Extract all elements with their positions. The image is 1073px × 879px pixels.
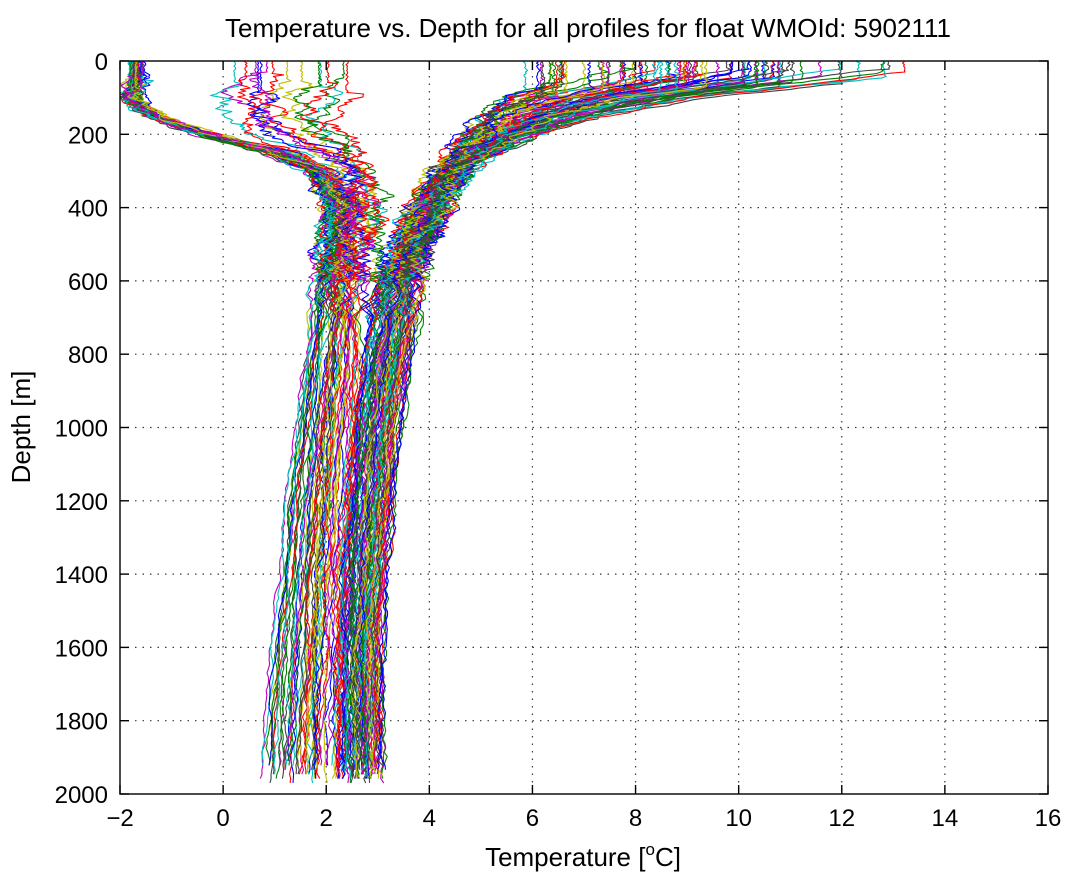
x-tick-label: 8 <box>629 805 642 832</box>
x-tick-label: 12 <box>828 805 855 832</box>
y-tick-label: 600 <box>68 269 108 296</box>
x-axis-label-superscript: o <box>645 840 654 859</box>
y-tick-label: 2000 <box>55 782 108 809</box>
y-tick-label: 0 <box>95 49 108 76</box>
x-tick-label: −2 <box>106 805 133 832</box>
profile-line <box>120 61 346 770</box>
y-tick-label: 400 <box>68 196 108 223</box>
y-axis-label: Depth [m] <box>6 371 36 484</box>
profile-line <box>292 61 395 762</box>
x-tick-label: 10 <box>725 805 752 832</box>
y-tick-label: 1600 <box>55 635 108 662</box>
profile-line <box>347 61 747 766</box>
x-tick-labels: −2 0 2 4 6 8 10 12 14 16 <box>106 805 1061 832</box>
profile-line <box>249 61 382 766</box>
profile-line <box>338 61 664 779</box>
profile-line <box>373 61 782 775</box>
profile-line <box>359 61 804 766</box>
profile-line <box>121 61 334 775</box>
x-tick-label: 0 <box>216 805 229 832</box>
y-tick-labels: 0 200 400 600 800 1000 1200 1400 1600 1800 2000 <box>55 49 108 809</box>
profile-lines <box>120 61 906 784</box>
y-tick-label: 1200 <box>55 489 108 516</box>
x-axis-label: Temperature [oC] <box>485 840 681 872</box>
profile-line <box>366 61 550 766</box>
profile-line <box>246 61 376 771</box>
x-tick-label: 2 <box>320 805 333 832</box>
profile-line <box>123 61 356 766</box>
profile-line <box>373 61 566 775</box>
axis-ticks <box>119 60 1049 795</box>
profile-line <box>127 61 357 775</box>
y-tick-label: 1400 <box>55 562 108 589</box>
y-tick-label: 800 <box>68 342 108 369</box>
chart-title: Temperature vs. Depth for all profiles f… <box>225 13 951 43</box>
profile-line <box>358 61 595 779</box>
y-tick-label: 1000 <box>55 416 108 443</box>
x-tick-label: 4 <box>423 805 436 832</box>
y-tick-label: 1800 <box>55 709 108 736</box>
profile-line <box>249 61 378 770</box>
grid-lines <box>120 61 1048 794</box>
profile-line <box>379 61 750 770</box>
x-tick-label: 14 <box>932 805 959 832</box>
profile-line <box>348 61 758 779</box>
y-tick-label: 200 <box>68 122 108 149</box>
x-tick-label: 6 <box>526 805 539 832</box>
x-tick-label: 16 <box>1035 805 1062 832</box>
